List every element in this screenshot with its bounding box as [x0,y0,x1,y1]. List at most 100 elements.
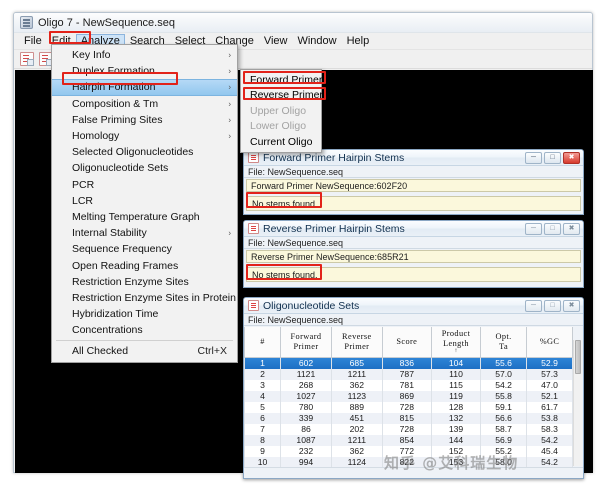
column-header-opt-ta[interactable]: Opt. Ta [480,327,528,358]
menu-window[interactable]: Window [297,35,337,47]
document-icon [248,223,259,234]
column-header-score[interactable]: Score [381,327,432,358]
column-header-percent-gc[interactable]: %GC [526,327,573,358]
menu-item-all-checked[interactable]: All Checked Ctrl+X [52,343,237,359]
menu-item-homology[interactable]: Homology › [52,128,237,144]
child-window-title-bar[interactable]: Reverse Primer Hairpin Stems ─ □ ✖ [244,221,583,237]
menu-item-false-priming-sites[interactable]: False Priming Sites › [52,112,237,128]
menu-item-selected-oligonucleotides[interactable]: Selected Oligonucleotides [52,144,237,160]
close-button[interactable]: ✖ [563,151,580,164]
menu-item-sequence-frequency[interactable]: Sequence Frequency [52,241,237,257]
minimize-button[interactable]: ─ [525,222,542,235]
table-horizontal-scroll-area[interactable] [244,467,583,478]
cell-opt-ta: 58.0 [480,456,528,467]
menu-item-open-reading-frames[interactable]: Open Reading Frames [52,257,237,273]
cell-product-length: 104 [430,357,482,369]
cell-score: 822 [381,456,432,467]
submenu-item-label: Upper Oligo [250,104,307,117]
submenu-item-label: Current Oligo [250,135,313,148]
menu-item-label: Composition & Tm [72,97,159,110]
cell-index: 2 [244,368,282,380]
menu-item-lcr[interactable]: LCR [52,193,237,209]
menu-help[interactable]: Help [346,35,370,47]
cell-product-length: 139 [430,423,482,435]
menu-item-label: Melting Temperature Graph [72,210,200,223]
cell-reverse-primer: 685 [330,357,383,369]
cell-opt-ta: 56.6 [480,412,528,424]
maximize-button[interactable]: □ [544,222,561,235]
chevron-right-icon: › [228,50,231,60]
table-row[interactable]: 3 268 362 781 115 54.2 47.0 [244,379,573,391]
column-header-forward-primer[interactable]: Forward Primer [280,327,332,358]
file-label: File: NewSequence.seq [244,237,583,249]
menu-item-label: LCR [72,194,94,207]
child-window-title-bar[interactable]: Oligonucleotide Sets ─ □ ✖ [244,298,583,314]
document-add-icon[interactable] [20,52,34,66]
menu-item-restriction-enzyme-sites-in-protein[interactable]: Restriction Enzyme Sites in Protein [52,290,237,306]
child-window-title-bar[interactable]: Forward Primer Hairpin Stems ─ □ ✖ [244,150,583,166]
menu-view[interactable]: View [263,35,288,47]
maximize-button[interactable]: □ [544,151,561,164]
menu-item-internal-stability[interactable]: Internal Stability › [52,225,237,241]
cell-opt-ta: 56.9 [480,434,528,446]
cell-index: 7 [244,423,282,435]
column-header-index[interactable]: # [244,327,282,358]
cell-product-length: 144 [430,434,482,446]
menu-separator [56,340,233,342]
cell-opt-ta: 55.6 [480,357,528,369]
cell-index: 10 [244,456,282,467]
cell-reverse-primer: 202 [330,423,383,435]
cell-index: 1 [244,357,282,369]
table-row[interactable]: 2 1121 1211 787 110 57.0 57.3 [244,368,573,380]
cell-score: 787 [381,368,432,380]
table-row[interactable]: 7 86 202 728 139 58.7 58.3 [244,423,573,435]
maximize-button[interactable]: □ [544,299,561,312]
menu-item-hybridization-time[interactable]: Hybridization Time [52,306,237,322]
cell-forward-primer: 1121 [280,368,332,380]
oligonucleotide-sets-window: Oligonucleotide Sets ─ □ ✖ File: NewSequ… [243,297,584,479]
primer-label: Forward Primer NewSequence:602F20 [246,179,581,192]
table-row[interactable]: 10 994 1124 822 153 58.0 54.2 [244,456,573,467]
submenu-item-current-oligo[interactable]: Current Oligo [241,134,321,150]
column-header-reverse-primer[interactable]: Reverse Primer [330,327,383,358]
menu-item-duplex-formation[interactable]: Duplex Formation › [52,63,237,79]
menu-item-melting-temperature-graph[interactable]: Melting Temperature Graph [52,209,237,225]
submenu-item-reverse-primer[interactable]: Reverse Primer [241,88,323,104]
menu-item-concentrations[interactable]: Concentrations [52,322,237,338]
minimize-button[interactable]: ─ [525,299,542,312]
document-open-icon[interactable] [39,52,53,66]
menu-item-hairpin-formation[interactable]: Hairpin Formation › [52,79,237,96]
cell-percent-gc: 52.1 [526,390,573,402]
cell-score: 772 [381,445,432,457]
menu-item-composition-tm[interactable]: Composition & Tm › [52,96,237,112]
menu-item-label: Sequence Frequency [72,243,172,256]
table-row[interactable]: 6 339 451 815 132 56.6 53.8 [244,412,573,424]
chevron-right-icon: › [228,115,231,125]
menu-item-label: PCR [72,178,95,191]
table-row[interactable]: 5 780 889 728 128 59.1 61.7 [244,401,573,413]
table-vertical-scrollbar[interactable] [573,340,582,466]
table-row[interactable]: 8 1087 1211 854 144 56.9 54.2 [244,434,573,446]
table-row[interactable]: 9 232 362 772 152 55.2 45.4 [244,445,573,457]
cell-percent-gc: 45.4 [526,445,573,457]
close-button[interactable]: ✖ [563,222,580,235]
menu-item-pcr[interactable]: PCR [52,177,237,193]
menu-item-oligonucleotide-sets[interactable]: Oligonucleotide Sets [52,160,237,176]
cell-reverse-primer: 1211 [330,434,383,446]
menu-file[interactable]: File [24,35,42,47]
cell-forward-primer: 780 [280,401,332,413]
minimize-button[interactable]: ─ [525,151,542,164]
close-button[interactable]: ✖ [563,299,580,312]
submenu-item-forward-primer[interactable]: Forward Primer [241,72,322,88]
column-header-product-length[interactable]: Product Length ↑ [430,327,482,358]
cell-forward-primer: 268 [280,379,332,391]
menu-item-restriction-enzyme-sites[interactable]: Restriction Enzyme Sites [52,274,237,290]
table-row[interactable]: 4 1027 1123 869 119 55.8 52.1 [244,390,573,402]
reverse-primer-hairpin-stems-window: Reverse Primer Hairpin Stems ─ □ ✖ File:… [243,220,584,288]
menu-item-label: False Priming Sites [72,113,163,126]
table-row[interactable]: 1 602 685 836 104 55.6 52.9 [244,357,573,369]
cell-reverse-primer: 362 [330,445,383,457]
scrollbar-thumb[interactable] [575,340,581,374]
oligonucleotide-sets-table: # Forward Primer Reverse Primer Score Prod… [244,327,573,467]
menu-item-key-info[interactable]: Key Info › [52,47,237,63]
